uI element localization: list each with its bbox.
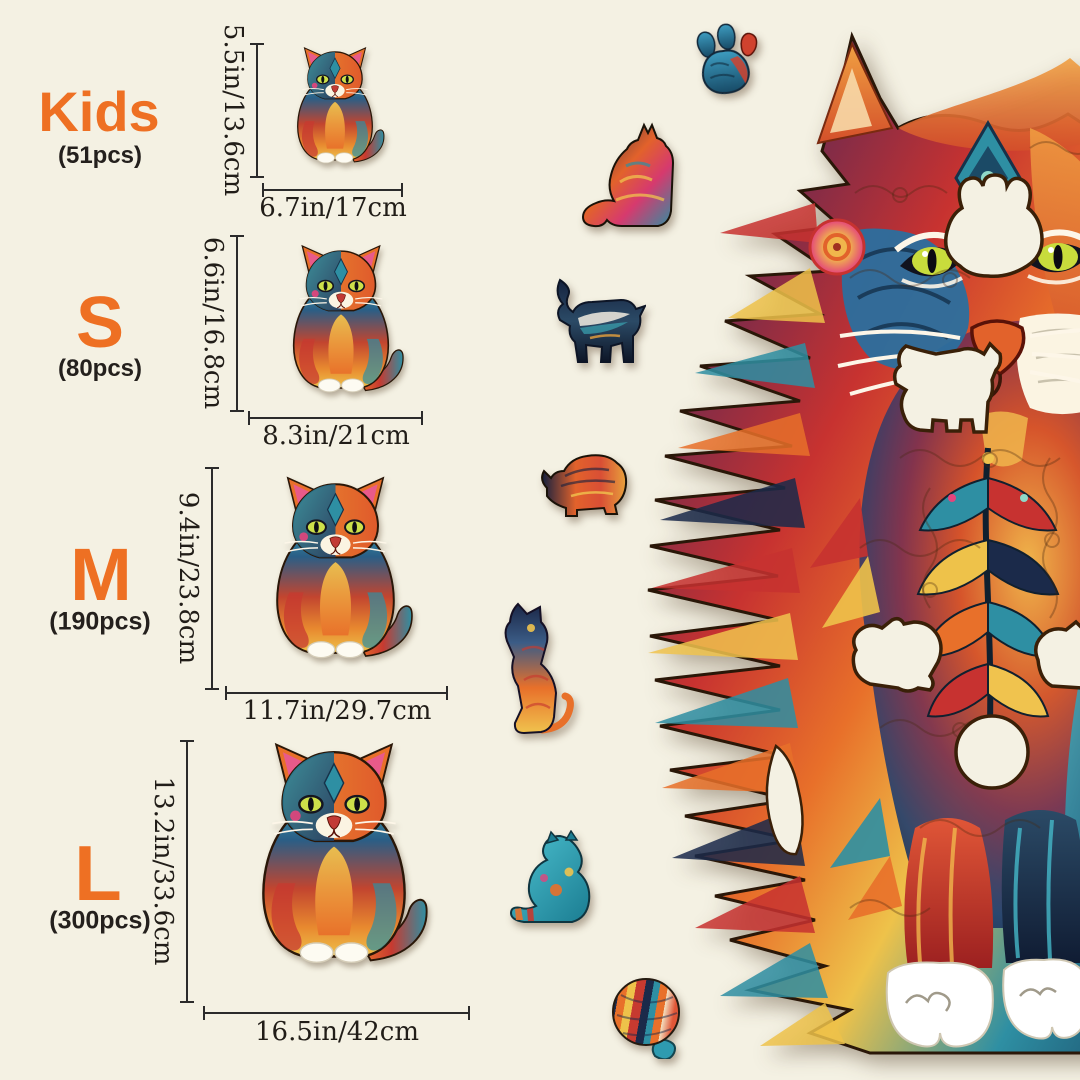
white-paw-left: [885, 961, 994, 1048]
piece-count-l: (300pcs): [49, 906, 151, 935]
paw-print-piece: [696, 23, 758, 94]
fur-streaks: [648, 203, 845, 1046]
piece-count-m: (190pcs): [49, 607, 151, 636]
width-dimension-l: 16.5in/42cm: [254, 1017, 420, 1047]
yarn-ball-piece: [612, 978, 680, 1059]
height-dimension-l: 13.2in/33.6cm: [148, 776, 178, 966]
size-label-m: M: [70, 533, 132, 616]
white-paw-right: [1002, 958, 1080, 1040]
side-cat-hole: [1034, 619, 1080, 690]
cat-preview-l: [228, 738, 440, 990]
piece-count-kids: (51pcs): [57, 142, 143, 169]
feather-ornaments: [810, 447, 1060, 920]
whiskers-right: [1029, 328, 1080, 384]
pouncing-cat-hole: [851, 616, 943, 693]
size-label-kids: Kids: [38, 80, 160, 143]
height-line-s: [230, 235, 244, 412]
walking-cat-hole: [892, 341, 1003, 434]
round-hole: [954, 714, 1030, 790]
width-line-kids: [262, 183, 403, 197]
big-cat-artwork: [647, 31, 1080, 1055]
fur-gap-hole: [765, 744, 804, 856]
height-line-l: [180, 740, 194, 1003]
height-dimension-s: 6.6in/16.8cm: [198, 236, 228, 410]
paw-print-hole: [944, 173, 1044, 279]
height-line-kids: [250, 43, 264, 178]
size-label-l: L: [74, 829, 122, 917]
height-dimension-m: 9.4in/23.8cm: [173, 491, 203, 665]
crouching-cat-piece: [541, 454, 628, 517]
cat-eyes: [894, 229, 1080, 289]
back-view-cat-piece: [509, 830, 591, 923]
width-dimension-kids: 6.7in/17cm: [259, 193, 407, 223]
sitting-cat-piece: [581, 122, 675, 228]
width-line-s: [248, 411, 423, 425]
jumping-cat-piece: [504, 602, 574, 735]
width-dimension-s: 8.3in/21cm: [262, 421, 410, 451]
cat-legs-paws: [885, 810, 1080, 1048]
height-dimension-kids: 5.5in/13.6cm: [218, 23, 248, 197]
width-line-m: [225, 686, 448, 700]
width-line-l: [203, 1006, 470, 1020]
height-line-m: [205, 467, 219, 690]
puzzle-cut-lines: [849, 141, 1080, 917]
cat-muzzle: [837, 313, 1080, 467]
walking-cat-piece: [556, 278, 646, 363]
cat-preview-kids: [279, 44, 391, 178]
width-dimension-m: 11.7in/29.7cm: [242, 696, 432, 726]
cat-preview-s: [270, 242, 412, 410]
piece-count-s: (80pcs): [57, 355, 143, 382]
cat-preview-m: [248, 472, 423, 681]
size-label-s: S: [75, 283, 125, 363]
missing-piece-holes: [765, 173, 1080, 856]
